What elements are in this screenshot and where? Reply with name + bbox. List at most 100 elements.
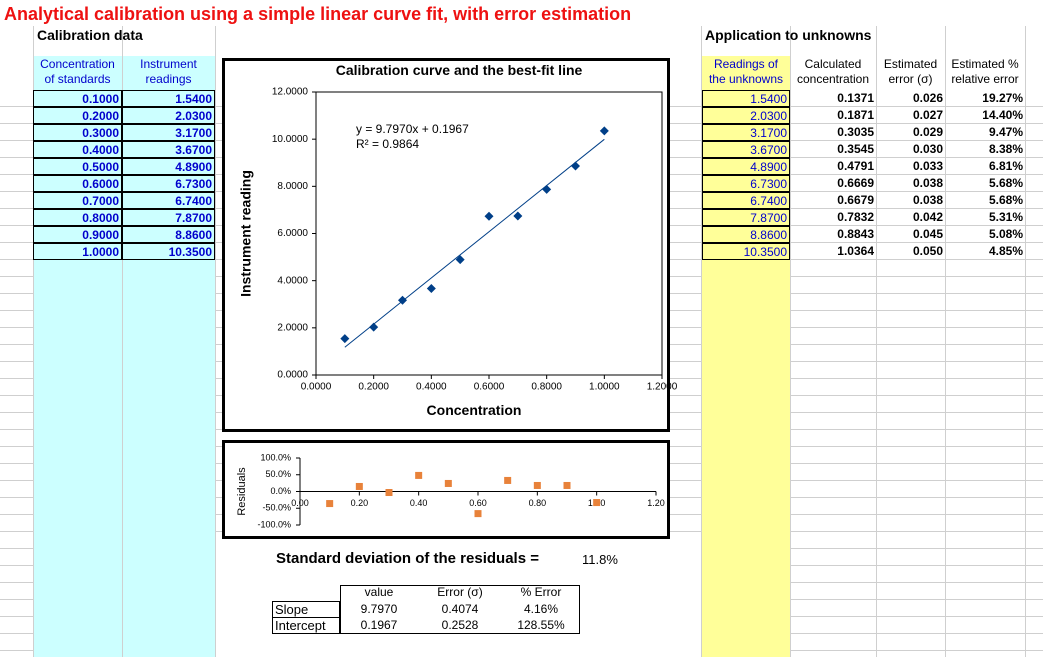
point xyxy=(563,481,571,489)
data-cell: 0.033 xyxy=(912,159,943,173)
column-header: Readings of the unknowns xyxy=(702,57,790,90)
data-cell: 0.042 xyxy=(912,210,943,224)
data-cell: 3.6700 xyxy=(122,141,215,158)
y-tick-label: 10.0000 xyxy=(272,134,309,145)
point xyxy=(484,211,494,221)
column-line xyxy=(215,26,216,657)
data-cell: 0.026 xyxy=(912,91,943,105)
x-tick-label: 0.2000 xyxy=(358,382,389,393)
data-cell: 0.1967 xyxy=(360,618,398,632)
data-cell: 0.1000 xyxy=(33,90,122,107)
y-axis-label: Residuals xyxy=(236,467,248,516)
y-axis-label: Instrument reading xyxy=(238,170,254,297)
header-line: the unknowns xyxy=(708,72,784,86)
data-cell: 0.1371 xyxy=(837,91,874,105)
x-tick-label: 0.00 xyxy=(291,498,309,508)
header-line: error (σ) xyxy=(888,72,933,86)
data-cell: 0.4074 xyxy=(441,602,479,616)
row-label: Slope xyxy=(272,601,340,618)
x-tick-label: 1.20 xyxy=(647,498,665,508)
x-tick-label: 0.40 xyxy=(410,498,428,508)
point xyxy=(326,500,334,508)
point xyxy=(444,479,452,487)
point xyxy=(504,476,512,484)
point xyxy=(385,489,393,497)
stdev-label: Standard deviation of the residuals = xyxy=(276,550,539,567)
data-cell: 0.7000 xyxy=(33,192,122,209)
data-cell: 0.038 xyxy=(912,176,943,190)
column-header: Concentration of standards xyxy=(33,57,122,90)
y-tick-label: 0.0% xyxy=(270,486,291,496)
data-cell: 0.027 xyxy=(912,108,943,122)
x-tick-label: 0.4000 xyxy=(416,382,447,393)
data-cell: 5.68% xyxy=(988,176,1023,190)
point xyxy=(513,211,523,221)
data-cell: 10.3500 xyxy=(122,243,215,260)
data-cell: 4.8900 xyxy=(702,158,790,175)
data-cell: 1.0364 xyxy=(837,244,874,258)
point xyxy=(455,255,465,265)
y-tick-label: 12.0000 xyxy=(272,87,309,98)
column-line xyxy=(1025,26,1026,657)
data-cell: 0.3000 xyxy=(33,124,122,141)
column-line xyxy=(122,26,123,657)
data-cell: 7.8700 xyxy=(702,209,790,226)
point xyxy=(398,295,407,305)
x-tick-label: 0.20 xyxy=(351,498,369,508)
data-cell: 9.47% xyxy=(988,125,1023,139)
header-line: Readings of xyxy=(713,57,779,71)
point xyxy=(426,283,436,293)
x-tick-label: 1.2000 xyxy=(647,382,678,393)
data-cell: 0.2528 xyxy=(441,618,479,632)
column-header: Estimated % relative error xyxy=(945,57,1025,90)
chart-title: Calibration curve and the best-fit line xyxy=(336,62,583,78)
column-line xyxy=(790,26,791,657)
y-tick-label: 2.0000 xyxy=(277,322,308,333)
stdev-value: 11.8% xyxy=(582,552,618,567)
point xyxy=(599,126,609,136)
data-cell: 4.85% xyxy=(988,244,1023,258)
data-cell: 0.045 xyxy=(912,227,943,241)
annotation: y = 9.7970x + 0.1967 xyxy=(356,122,469,136)
x-tick-label: 1.0000 xyxy=(589,382,620,393)
data-cell: 0.3035 xyxy=(837,125,874,139)
data-cell: 0.2000 xyxy=(33,107,122,124)
data-cell: 0.050 xyxy=(912,244,943,258)
point xyxy=(474,510,482,518)
data-cell: 0.9000 xyxy=(33,226,122,243)
data-cell: 5.31% xyxy=(988,210,1023,224)
x-tick-label: 0.80 xyxy=(529,498,547,508)
data-cell: 0.038 xyxy=(912,193,943,207)
calibration-chart-box xyxy=(222,58,670,432)
y-tick-label: -100.0% xyxy=(257,519,291,529)
data-cell: 0.030 xyxy=(912,142,943,156)
point xyxy=(571,161,580,171)
data-cell: 0.7832 xyxy=(837,210,874,224)
y-tick-label: 100.0% xyxy=(260,452,291,462)
header-line: Instrument xyxy=(140,57,197,71)
section-heading: Calibration data xyxy=(37,27,143,43)
point xyxy=(355,482,363,490)
data-cell: 8.8600 xyxy=(122,226,215,243)
residual-chart-box xyxy=(222,440,670,539)
column-line xyxy=(33,26,34,657)
y-tick-label: 0.0000 xyxy=(277,370,308,381)
annotation: R² = 0.9864 xyxy=(356,137,419,151)
y-tick-label: 6.0000 xyxy=(277,228,308,239)
table-border xyxy=(340,585,580,634)
point xyxy=(593,499,601,507)
data-cell: 0.6669 xyxy=(837,176,874,190)
data-cell: 6.81% xyxy=(988,159,1023,173)
point xyxy=(369,322,379,332)
data-cell: 4.8900 xyxy=(122,158,215,175)
data-cell: 6.7300 xyxy=(702,175,790,192)
data-cell: 8.38% xyxy=(988,142,1023,156)
data-cell: 5.68% xyxy=(988,193,1023,207)
data-cell: 2.0300 xyxy=(122,107,215,124)
point xyxy=(340,334,350,344)
data-cell: 7.8700 xyxy=(122,209,215,226)
data-cell: 0.3545 xyxy=(837,142,874,156)
column-header: Error (σ) xyxy=(437,585,483,599)
data-cell: 0.4791 xyxy=(837,159,874,173)
